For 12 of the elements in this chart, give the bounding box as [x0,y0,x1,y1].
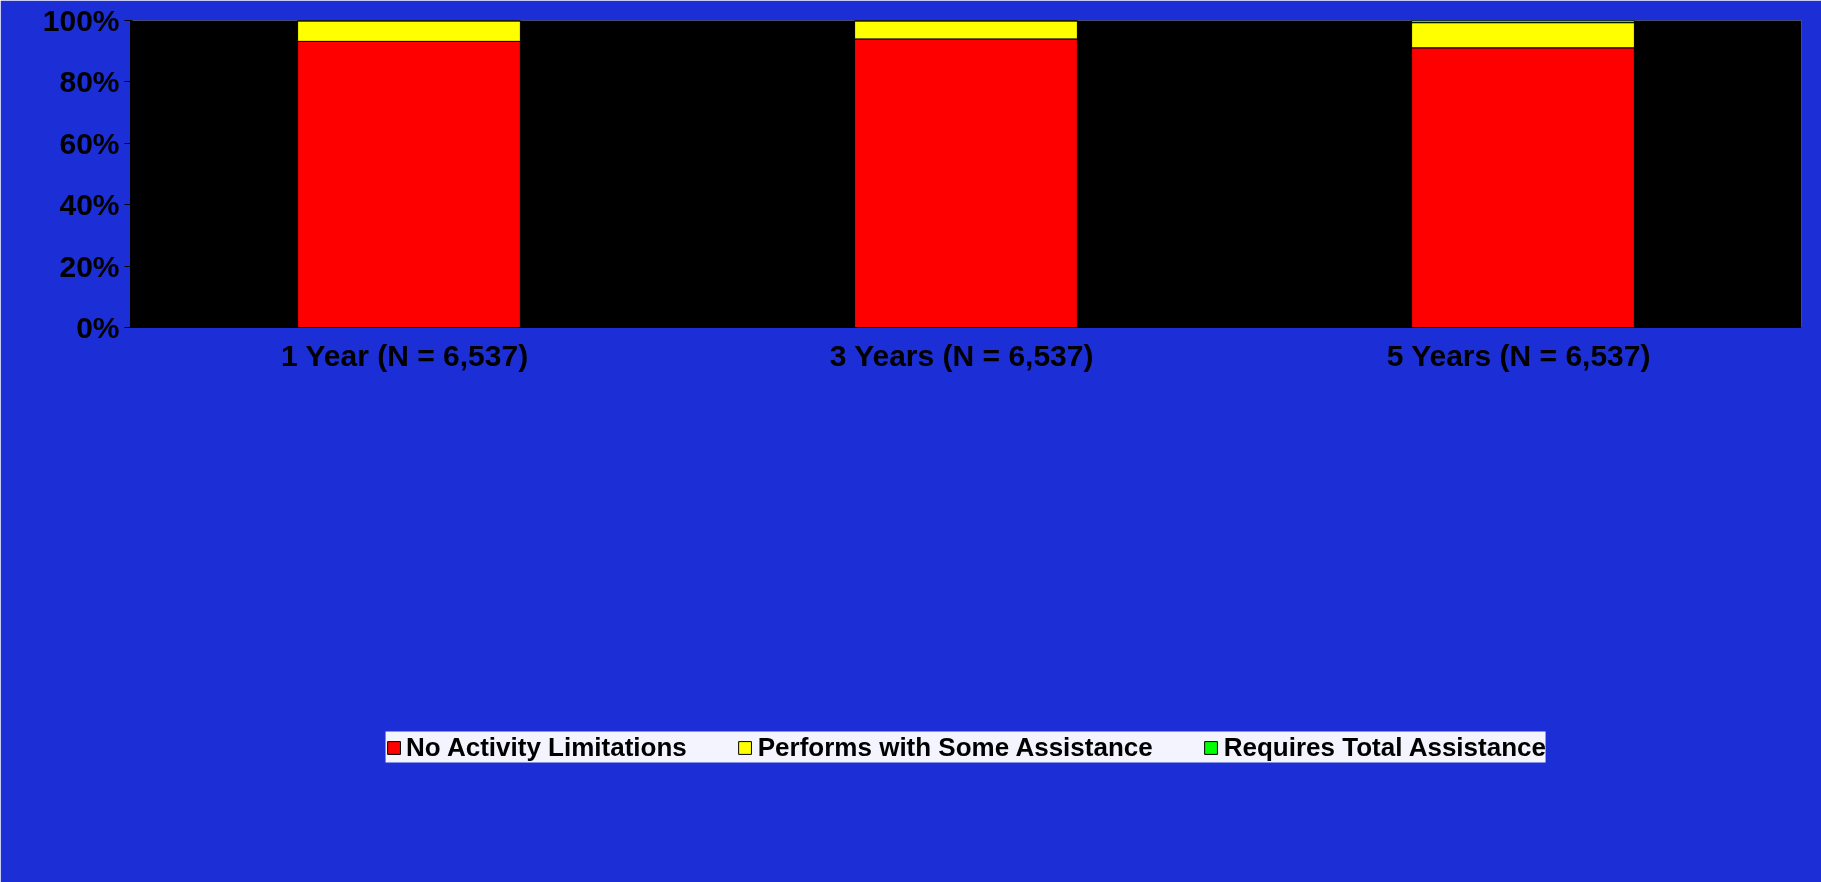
x-tick-label: 3 Years (N = 6,537) [829,338,1094,372]
legend-label: Requires Total Assistance [1223,731,1546,763]
y-tick-label: 100% [42,4,120,37]
legend-label: Performs with Some Assistance [757,731,1153,763]
y-tick-label: 20% [59,249,120,283]
y-tick-label: 0% [76,311,120,344]
y-tick-label: 80% [59,65,120,99]
legend-label: No Activity Limitations [406,731,687,763]
y-tick-label: 40% [59,188,120,222]
x-tick-label: 1 Year (N = 6,537) [281,338,529,372]
y-tick-label: 60% [59,126,120,160]
x-tick-label: 5 Years (N = 6,537) [1386,338,1651,372]
